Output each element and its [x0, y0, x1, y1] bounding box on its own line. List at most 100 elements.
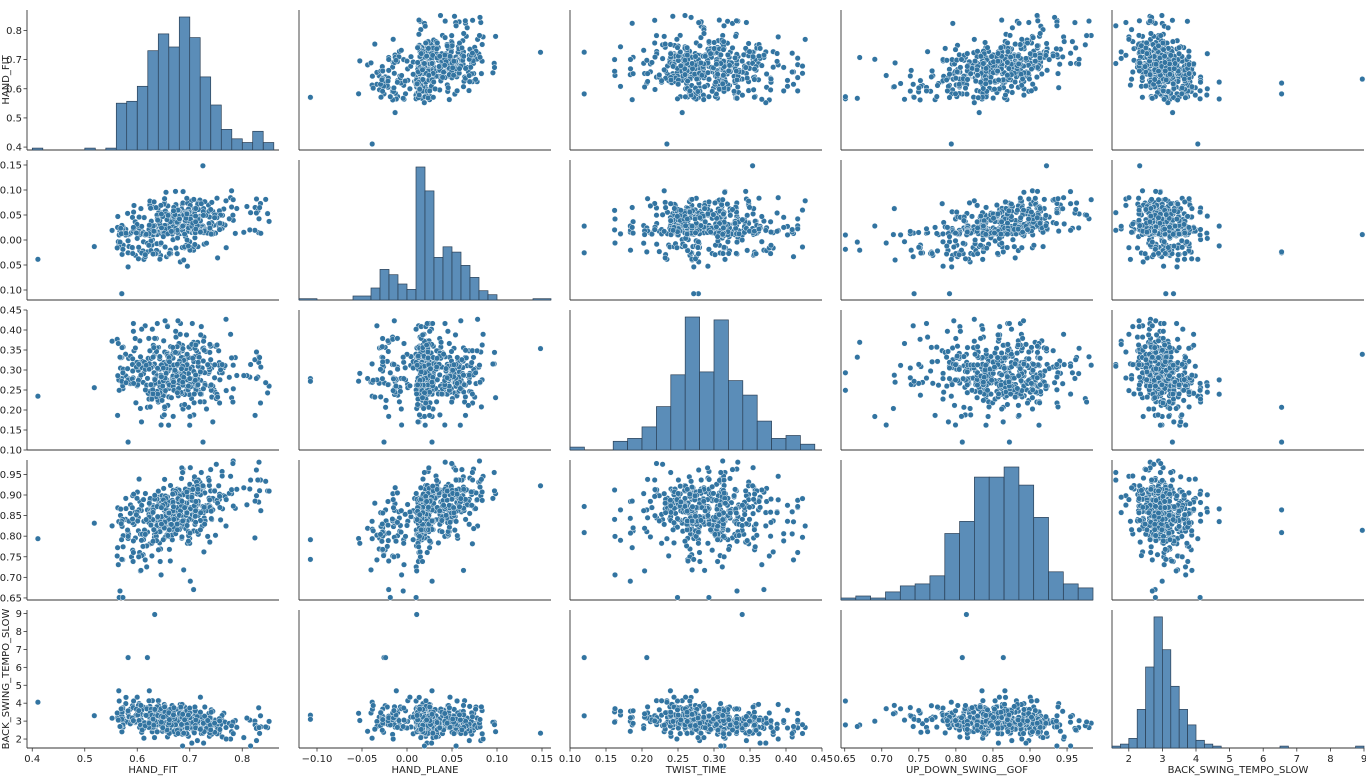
scatter-point [739, 58, 746, 65]
scatter-point [470, 354, 477, 361]
scatter-point [1112, 227, 1119, 234]
scatter-point [462, 347, 469, 354]
scatter-point [437, 12, 444, 19]
scatter-point [1004, 72, 1011, 79]
scatter-point [1181, 229, 1188, 237]
scatter-point [688, 196, 696, 203]
scatter-point [185, 383, 192, 390]
scatter-point [419, 394, 426, 401]
scatter-point [1143, 50, 1150, 57]
scatter-point [398, 421, 405, 429]
scatter-point [223, 387, 230, 394]
scatter-point [923, 87, 930, 94]
scatter-point [1053, 22, 1060, 29]
scatter-point [966, 199, 973, 206]
scatter-point [643, 248, 650, 255]
scatter-point [1004, 59, 1011, 66]
scatter-point [456, 65, 463, 72]
scatter-point [651, 226, 658, 233]
scatter-point [1034, 42, 1041, 49]
scatter-point [466, 72, 473, 79]
scatter-point [441, 52, 448, 59]
scatter-point [662, 41, 669, 48]
scatter-point [1042, 52, 1049, 59]
scatter-point [1152, 61, 1160, 68]
scatter-point [469, 391, 476, 398]
scatter-point [1043, 162, 1050, 169]
scatter-point [644, 70, 651, 77]
scatter-point [192, 341, 199, 349]
scatter-point [662, 204, 669, 211]
scatter-point [1025, 355, 1032, 362]
scatter-point [434, 39, 441, 46]
scatter-point [370, 377, 377, 384]
scatter-point [1069, 369, 1076, 376]
scatter-point [1165, 88, 1172, 95]
scatter-point [745, 198, 752, 205]
scatter-point [946, 290, 953, 297]
scatter-point [129, 244, 136, 251]
scatter-point [956, 366, 963, 373]
scatter-point [134, 235, 141, 242]
scatter-point [147, 381, 154, 388]
scatter-point [135, 361, 142, 368]
scatter-point [757, 45, 764, 52]
scatter-point [387, 93, 394, 100]
scatter-point [751, 76, 758, 83]
scatter-point [705, 76, 713, 83]
scatter-point [684, 215, 691, 223]
scatter-point [391, 70, 398, 77]
scatter-point [180, 256, 187, 264]
scatter-point [200, 212, 207, 219]
scatter-point [181, 401, 188, 408]
scatter-point [413, 326, 420, 333]
scatter-point [179, 223, 186, 230]
scatter-point [910, 253, 917, 260]
scatter-point [617, 43, 624, 50]
scatter-point [443, 365, 450, 372]
scatter-point [911, 378, 918, 385]
scatter-point [726, 62, 733, 69]
scatter-point [468, 359, 475, 366]
scatter-point [137, 353, 144, 360]
scatter-point [124, 210, 131, 217]
scatter-point [151, 198, 158, 205]
scatter-point [681, 243, 689, 250]
scatter-point [689, 65, 696, 72]
scatter-point [145, 335, 152, 342]
scatter-point [186, 375, 193, 382]
scatter-point [689, 223, 696, 230]
scatter-point [446, 340, 453, 347]
scatter-point [1160, 46, 1167, 53]
scatter-point [1067, 227, 1074, 234]
scatter-point [480, 331, 487, 338]
scatter-point [1183, 238, 1190, 245]
scatter-point [1185, 48, 1192, 55]
scatter-point [1170, 80, 1177, 87]
scatter-point [684, 231, 691, 238]
scatter-point [161, 403, 168, 410]
scatter-point [183, 195, 190, 202]
scatter-point [794, 87, 801, 94]
scatter-point [307, 378, 314, 385]
scatter-point [355, 90, 362, 97]
scatter-point [355, 378, 362, 385]
scatter-point [933, 93, 940, 100]
scatter-point [733, 17, 740, 24]
scatter-point [1181, 256, 1188, 263]
scatter-point [380, 439, 388, 446]
scatter-point [1149, 95, 1156, 102]
scatter-point [400, 354, 407, 361]
scatter-point [627, 247, 634, 254]
scatter-point [958, 247, 965, 254]
scatter-point [129, 250, 136, 257]
scatter-point [883, 239, 890, 247]
scatter-point [1034, 214, 1041, 221]
scatter-point [998, 349, 1005, 357]
scatter-point [1278, 90, 1285, 97]
scatter-point [994, 210, 1001, 217]
scatter-point [476, 32, 483, 39]
scatter-point [720, 224, 727, 231]
scatter-point [1278, 80, 1285, 87]
scatter-point [982, 39, 989, 46]
